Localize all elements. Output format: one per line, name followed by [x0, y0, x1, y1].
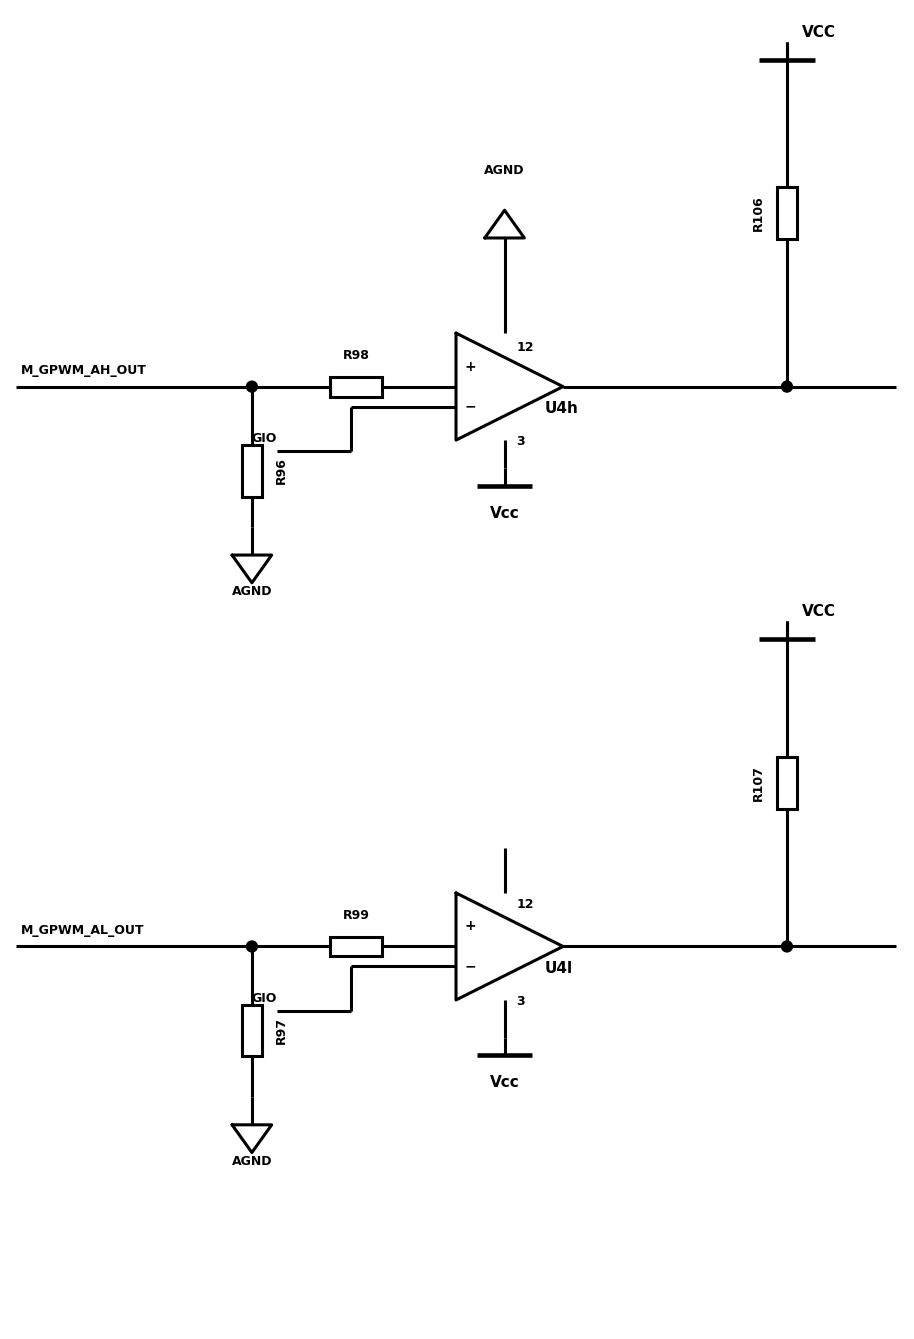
Circle shape — [247, 941, 258, 952]
Bar — [330, 376, 382, 396]
Bar — [777, 187, 797, 238]
Text: 12: 12 — [516, 898, 534, 911]
Text: R106: R106 — [752, 195, 765, 232]
Text: +: + — [464, 360, 476, 374]
Text: 12: 12 — [516, 341, 534, 353]
Text: GIO: GIO — [251, 432, 277, 446]
Circle shape — [781, 941, 792, 952]
Text: R98: R98 — [343, 349, 369, 362]
Bar — [330, 936, 382, 956]
Bar — [777, 757, 797, 809]
Text: R96: R96 — [275, 458, 288, 485]
Text: −: − — [464, 960, 476, 973]
Text: AGND: AGND — [484, 163, 525, 177]
Text: 3: 3 — [516, 435, 525, 449]
Bar — [242, 1004, 261, 1056]
Text: R99: R99 — [343, 909, 369, 921]
Text: R97: R97 — [275, 1018, 288, 1044]
Text: Vcc: Vcc — [490, 1075, 519, 1090]
Circle shape — [247, 382, 258, 392]
Text: +: + — [464, 920, 476, 933]
Text: U4l: U4l — [544, 961, 572, 976]
Text: AGND: AGND — [231, 585, 272, 597]
Text: VCC: VCC — [802, 604, 835, 620]
Text: Vcc: Vcc — [490, 506, 519, 521]
Text: U4h: U4h — [544, 402, 578, 416]
Text: 3: 3 — [516, 995, 525, 1008]
Text: −: − — [464, 399, 476, 414]
Text: VCC: VCC — [802, 25, 835, 40]
Text: M_GPWM_AH_OUT: M_GPWM_AH_OUT — [21, 364, 147, 376]
Text: R107: R107 — [752, 765, 765, 801]
Bar — [242, 445, 261, 497]
Text: M_GPWM_AL_OUT: M_GPWM_AL_OUT — [21, 924, 144, 936]
Text: AGND: AGND — [231, 1154, 272, 1168]
Circle shape — [781, 382, 792, 392]
Text: GIO: GIO — [251, 992, 277, 1006]
